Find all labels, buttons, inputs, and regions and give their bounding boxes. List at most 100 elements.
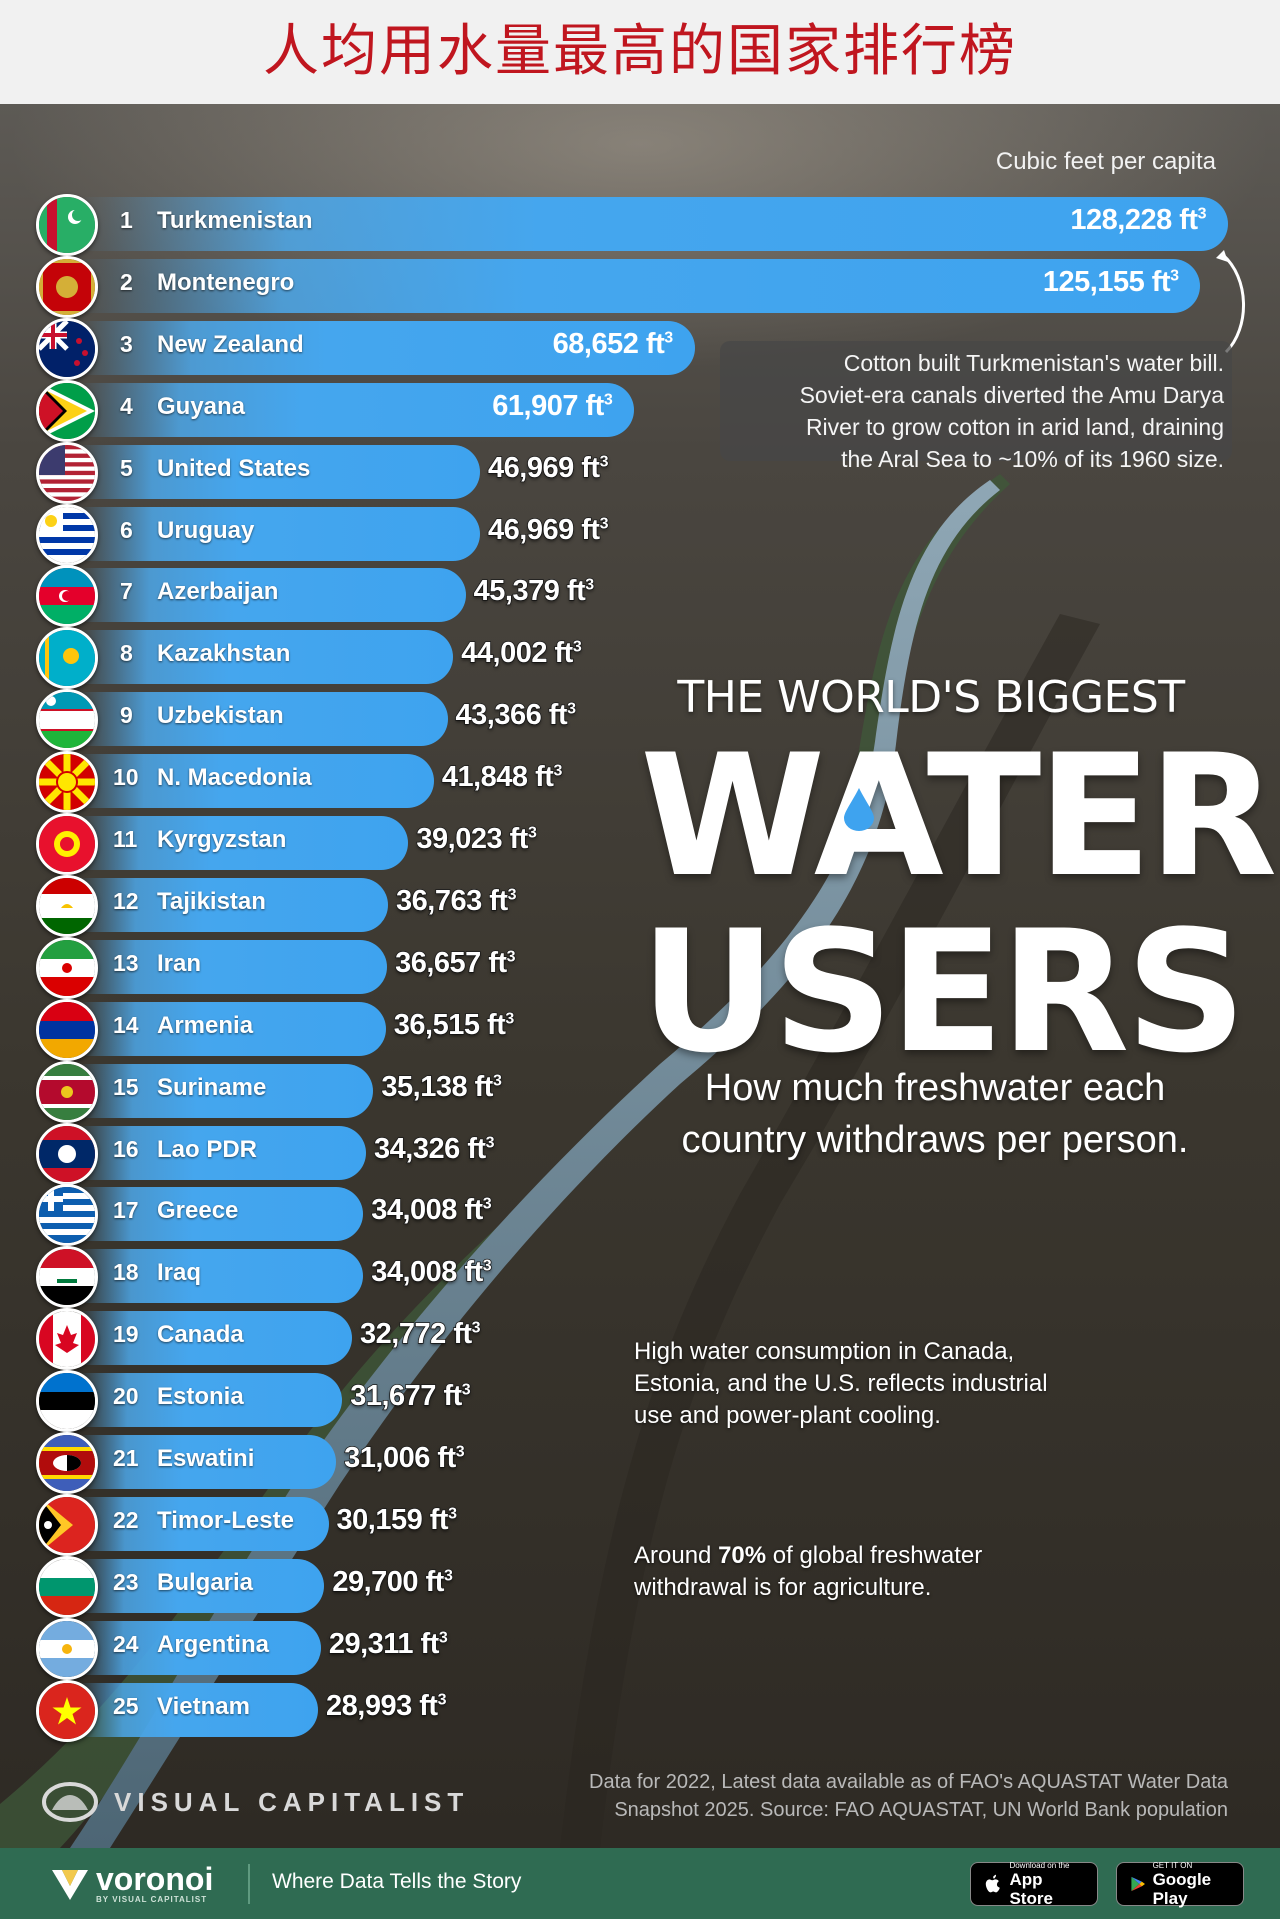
unit-label: Cubic feet per capita <box>995 148 1216 175</box>
voronoi-icon <box>52 1870 88 1900</box>
value-unit-exponent: 3 <box>461 1381 472 1400</box>
value-unit-exponent: 3 <box>527 824 538 843</box>
google-play-icon <box>1131 1876 1145 1892</box>
chart-row: 25 Vietnam 28,993 ft3 <box>0 1679 1280 1742</box>
value-number: 36,515 <box>393 1008 481 1042</box>
value-unit: ft <box>489 884 509 918</box>
value-label: 46,969 ft3 <box>487 513 609 547</box>
value-unit: ft <box>437 1441 457 1475</box>
value-unit-exponent: 3 <box>471 1319 482 1338</box>
rank-label: 15 <box>113 1073 139 1100</box>
chart-row: 16 Lao PDR 34,326 ft3 <box>0 1122 1280 1185</box>
bar <box>80 877 389 932</box>
value-label: 36,515 ft3 <box>393 1008 515 1042</box>
rank-label: 1 <box>120 207 133 233</box>
value-label: 29,700 ft3 <box>332 1565 454 1599</box>
rank-label: 21 <box>113 1445 139 1471</box>
value-label: 61,907 ft3 <box>492 390 613 423</box>
value-unit: ft <box>464 1194 484 1228</box>
app-store-button[interactable]: Download on the App Store <box>970 1861 1098 1908</box>
value-unit-exponent: 3 <box>507 885 518 904</box>
google-play-button[interactable]: GET IT ON Google Play <box>1116 1861 1244 1908</box>
value-number: 44,002 <box>461 637 549 671</box>
turkmenistan-note: Cotton built Turkmenistan's water bill. … <box>720 341 1232 472</box>
voronoi-byline: BY VISUAL CAPITALIST <box>96 1894 208 1904</box>
chart-row: 1 Turkmenistan 128,228 ft3 <box>0 193 1280 256</box>
azerbaijan-flag-icon <box>36 565 98 628</box>
value-unit: ft <box>453 1317 473 1351</box>
new-zealand-flag-icon <box>36 317 98 380</box>
value-label: 125,155 ft3 <box>1043 266 1179 299</box>
value-number: 41,848 <box>441 760 529 794</box>
apple-icon <box>985 1874 1000 1893</box>
country-label: Suriname <box>157 1073 267 1101</box>
chart-row: 6 Uruguay 46,969 ft3 <box>0 503 1280 566</box>
bar <box>80 816 409 870</box>
value-label: 28,993 ft3 <box>325 1689 448 1723</box>
value-unit: ft <box>1179 204 1198 236</box>
value-unit: ft <box>488 946 508 980</box>
value-number: 34,008 <box>370 1194 458 1228</box>
value-unit: ft <box>581 451 601 485</box>
headline-subtitle: How much freshwater each country withdra… <box>640 1062 1230 1166</box>
industry-note: High water consumption in Canada, Estoni… <box>634 1336 1114 1432</box>
note-line: the Aral Sea to ~10% of its 1960 size. <box>841 446 1224 472</box>
app-store-label: App Store <box>1009 1869 1053 1908</box>
value-number: 39,023 <box>416 822 504 856</box>
value-number: 35,138 <box>381 1070 469 1104</box>
value-unit: ft <box>534 760 554 794</box>
value-unit-exponent: 3 <box>603 391 613 409</box>
rank-label: 19 <box>113 1321 139 1348</box>
value-number: 30,159 <box>336 1503 424 1537</box>
canada-flag-icon <box>36 1308 98 1371</box>
value-unit: ft <box>420 1627 440 1661</box>
value-unit: ft <box>425 1565 445 1599</box>
voronoi-logo[interactable]: voronoi BY VISUAL CAPITALIST <box>48 1860 213 1908</box>
value-unit: ft <box>548 698 568 732</box>
note-line: use and power-plant cooling. <box>634 1402 941 1429</box>
bar <box>80 1682 318 1737</box>
bar <box>80 1187 364 1242</box>
value-unit-exponent: 3 <box>572 638 583 657</box>
bar <box>80 444 480 499</box>
chart-row: 2 Montenegro 125,155 ft3 <box>0 255 1280 318</box>
greece-flag-icon <box>36 1184 98 1247</box>
turkmenistan-flag-icon <box>36 194 98 256</box>
voronoi-name: voronoi <box>96 1860 214 1897</box>
value-unit: ft <box>464 1256 484 1290</box>
value-unit: ft <box>554 637 574 671</box>
note-line: Soviet-era canals diverted the Amu Darya <box>799 382 1224 408</box>
rank-label: 23 <box>113 1568 139 1595</box>
bar <box>80 320 695 375</box>
rank-label: 7 <box>120 578 133 605</box>
note-line: River to grow cotton in arid land, drain… <box>805 414 1224 440</box>
chart-row: 13 Iran 36,657 ft3 <box>0 936 1280 999</box>
value-unit-exponent: 3 <box>437 1690 448 1709</box>
value-unit-exponent: 3 <box>438 1628 449 1647</box>
bar <box>80 258 1201 313</box>
chart-row: 23 Bulgaria 29,700 ft3 <box>0 1555 1280 1618</box>
country-label: N. Macedonia <box>157 764 312 792</box>
rank-label: 5 <box>120 454 133 481</box>
headline-word-water: WATER <box>640 718 1277 914</box>
value-unit: ft <box>509 822 529 856</box>
google-play-label: Google Play <box>1152 1869 1212 1908</box>
headline-small: THE WORLD'S BIGGEST <box>677 672 1185 723</box>
value-unit: ft <box>419 1689 439 1723</box>
value-unit: ft <box>566 575 586 609</box>
rank-label: 17 <box>113 1197 139 1224</box>
rank-label: 18 <box>113 1259 139 1286</box>
value-label: 44,002 ft3 <box>461 637 583 671</box>
rank-label: 12 <box>113 887 139 914</box>
country-label: Uruguay <box>157 516 255 544</box>
tagline: Where Data Tells the Story <box>272 1870 522 1893</box>
value-unit: ft <box>467 1132 487 1166</box>
value-unit-exponent: 3 <box>443 1566 454 1585</box>
value-unit-exponent: 3 <box>584 576 595 595</box>
value-unit-exponent: 3 <box>664 329 673 347</box>
value-unit-exponent: 3 <box>506 947 517 966</box>
country-label: Montenegro <box>157 268 295 296</box>
chart-row: 3 New Zealand 68,652 ft3 <box>0 317 1280 380</box>
rank-label: 9 <box>120 702 133 729</box>
chart-row: 24 Argentina 29,311 ft3 <box>0 1617 1280 1680</box>
